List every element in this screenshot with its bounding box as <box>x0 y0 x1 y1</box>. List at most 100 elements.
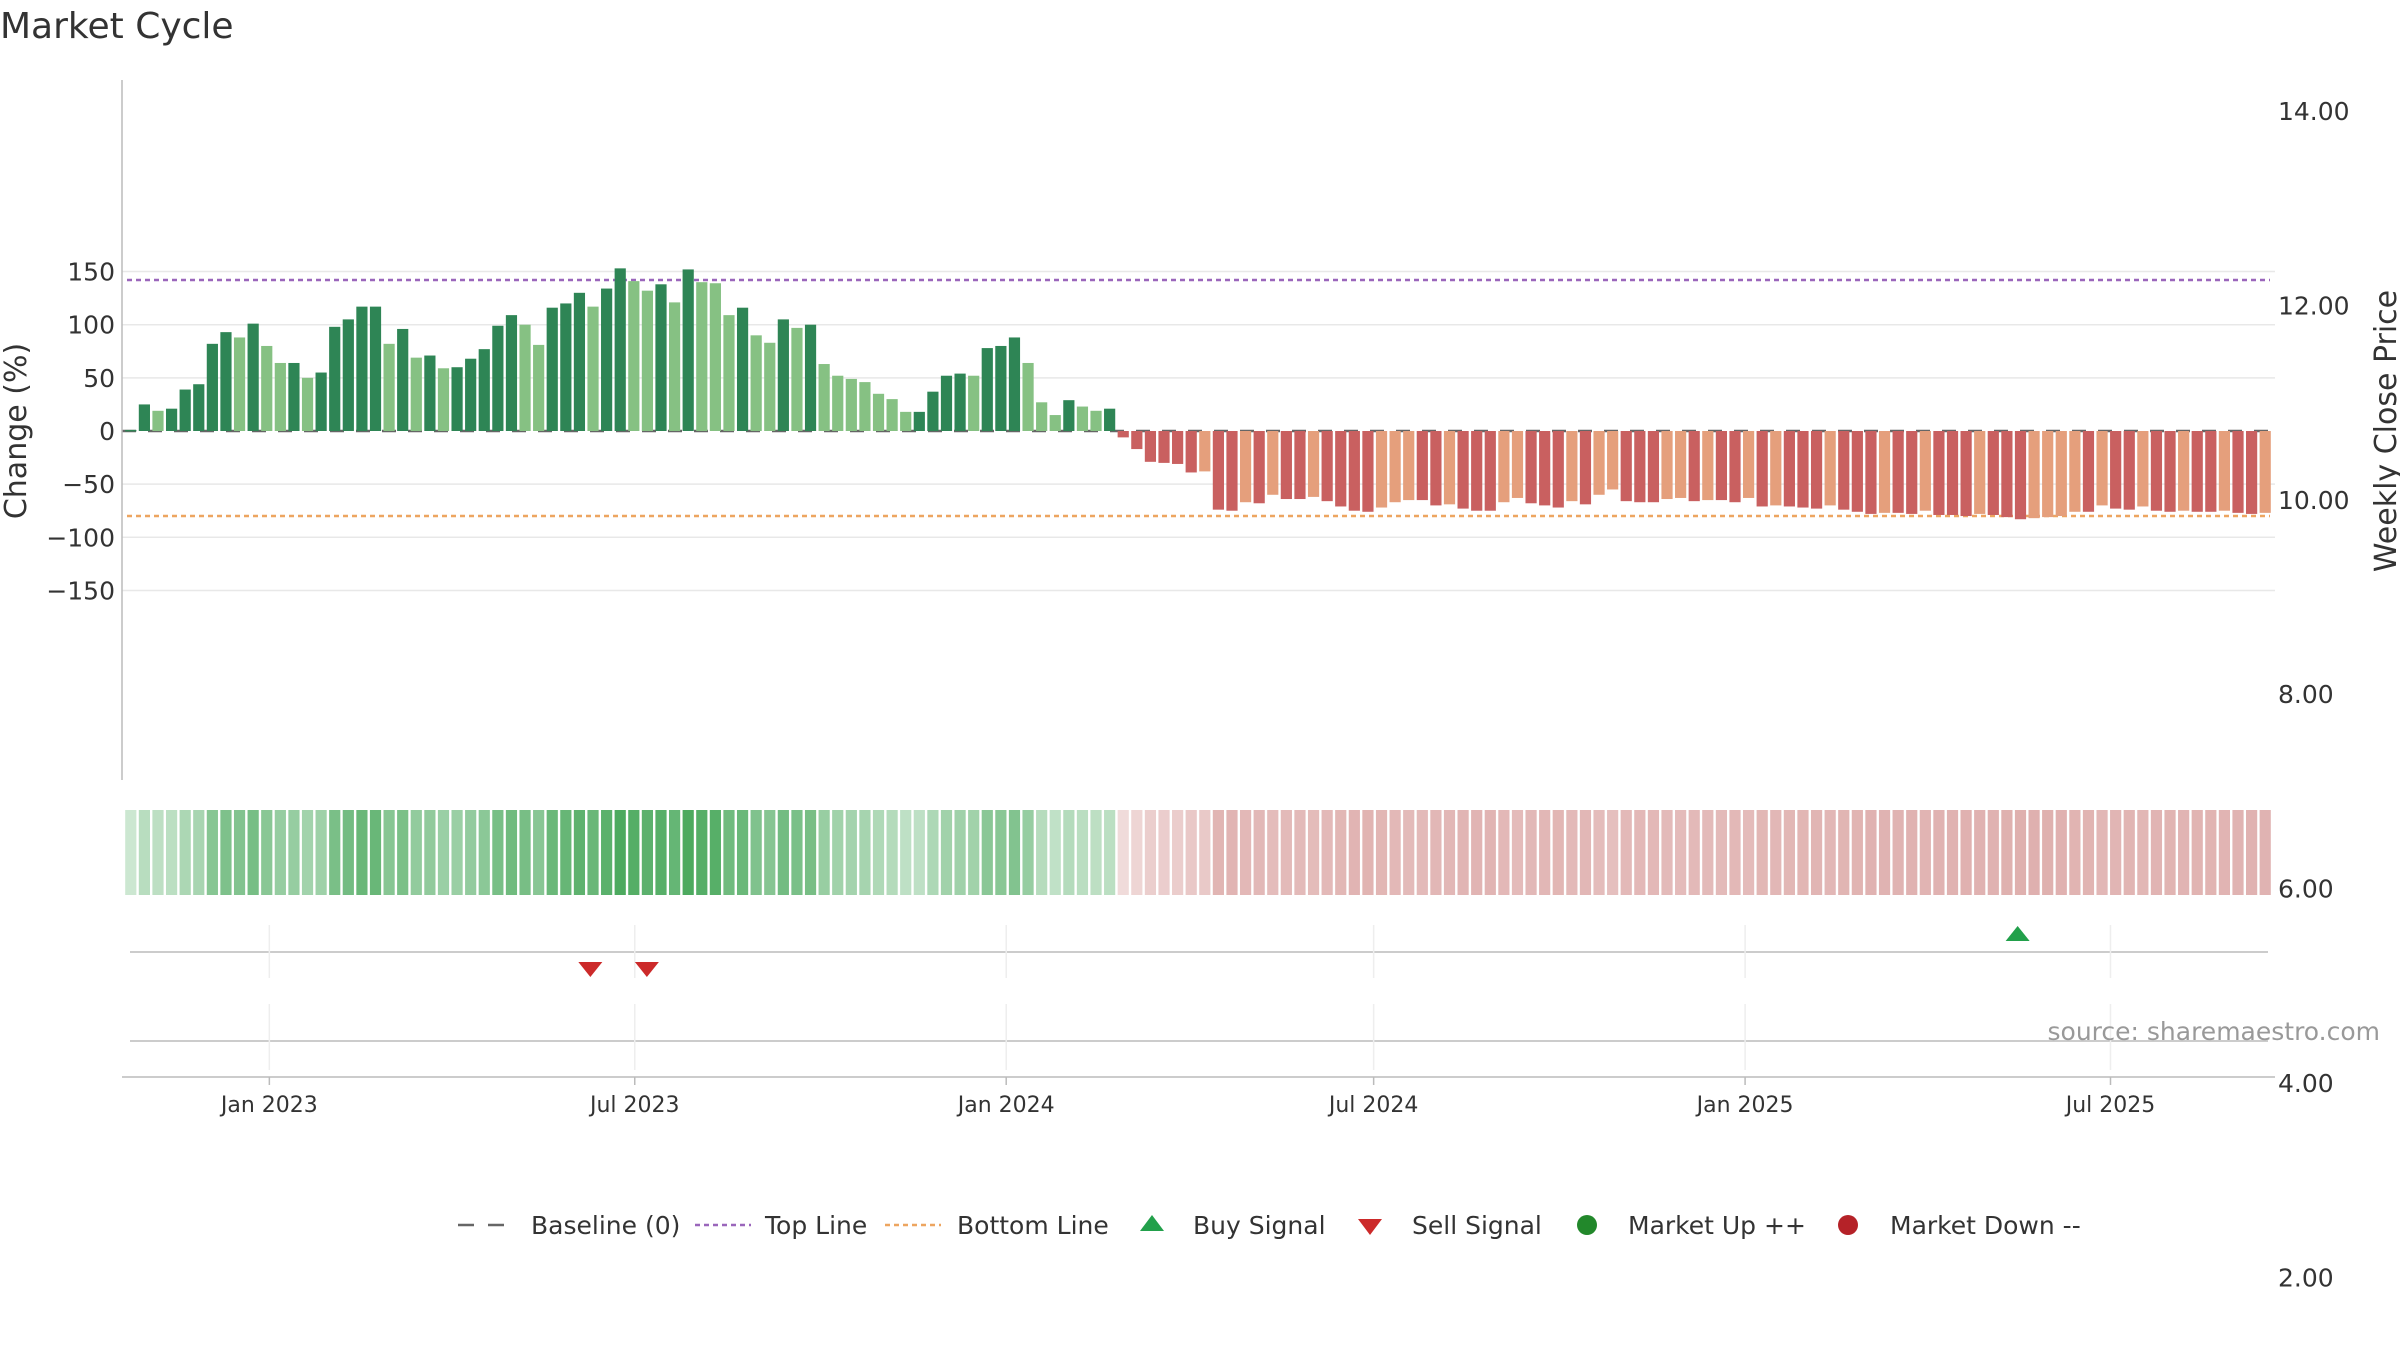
heatmap-cell <box>193 810 205 895</box>
bar <box>1797 431 1809 508</box>
heatmap-cell <box>1158 810 1170 895</box>
bar <box>1008 337 1021 431</box>
heatmap-cell <box>601 810 613 895</box>
heatmap-cell <box>1675 810 1687 895</box>
bar <box>505 315 518 431</box>
heatmap-cell <box>2014 810 2027 895</box>
bar <box>1539 431 1551 506</box>
heatmap-cell <box>2069 810 2081 895</box>
heatmap-cell <box>1919 810 1931 895</box>
bar <box>465 358 477 431</box>
heatmap-cell <box>1865 810 1877 895</box>
bar <box>152 410 164 431</box>
heatmap-cell <box>886 810 898 895</box>
bar <box>1688 431 1700 502</box>
bar <box>179 389 191 431</box>
heatmap-cell <box>913 810 925 895</box>
y2-tick-label: 4.00 <box>2278 1069 2334 1098</box>
heatmap-cell <box>1090 810 1102 895</box>
heatmap-cell <box>1824 810 1836 895</box>
heatmap-cell <box>1892 810 1904 895</box>
signal-panel <box>130 925 2268 1070</box>
heatmap-cell <box>1729 810 1741 895</box>
bar <box>1892 431 1904 513</box>
bar <box>1185 431 1197 473</box>
bar <box>1770 431 1782 506</box>
axes: 150 100 50 0 −50 −100 −150 14.00 12.00 10.00 8.00 6… <box>46 80 2350 1292</box>
heatmap-cell <box>451 810 463 895</box>
heatmap-cell <box>1620 810 1632 895</box>
heatmap-cell <box>1566 810 1578 895</box>
bar <box>1457 431 1469 509</box>
bar <box>655 284 667 431</box>
bar <box>165 408 178 431</box>
bar <box>233 337 246 431</box>
heatmap-cell <box>1607 810 1619 895</box>
bar <box>2082 431 2095 512</box>
bar <box>1253 431 1265 504</box>
bar <box>1158 431 1170 463</box>
heatmap-cell <box>1117 810 1129 895</box>
legend-label: Bottom Line <box>957 1211 1109 1240</box>
heatmap-cell <box>397 810 409 895</box>
heatmap-cell <box>573 810 586 895</box>
heatmap-cell <box>1348 810 1360 895</box>
bar <box>1675 431 1687 498</box>
bar <box>1756 431 1768 507</box>
heatmap-cell <box>832 810 844 895</box>
heatmap-cell <box>696 810 708 895</box>
heatmap-cell <box>668 810 681 895</box>
heatmap-cell <box>152 810 164 895</box>
heatmap-cell <box>1389 810 1401 895</box>
bar <box>315 372 327 431</box>
heatmap-cell <box>1416 810 1428 895</box>
heatmap-cell <box>410 810 422 895</box>
bar <box>329 326 341 431</box>
bar <box>2028 431 2040 519</box>
bar <box>274 362 286 431</box>
heatmap-cell <box>1375 810 1388 895</box>
bar <box>451 367 463 431</box>
heatmap-cell <box>1783 810 1795 895</box>
y2-tick-label: 8.00 <box>2278 680 2334 709</box>
heatmap-cell <box>1661 810 1673 895</box>
bar <box>1933 431 1945 515</box>
bar <box>954 373 966 431</box>
bar <box>560 303 572 431</box>
heatmap-cell <box>356 810 368 895</box>
bar <box>369 306 382 431</box>
heatmap-cell <box>1307 810 1320 895</box>
bar <box>2096 431 2108 506</box>
legend-label: Top Line <box>764 1211 867 1240</box>
bar <box>709 283 721 431</box>
y-tick-label: −100 <box>46 523 115 552</box>
heatmap-cell <box>1226 810 1238 895</box>
heatmap-cell <box>1702 810 1714 895</box>
heatmap-cell <box>900 810 912 895</box>
bar <box>1865 431 1877 514</box>
bar <box>723 315 735 431</box>
bar <box>1063 400 1075 431</box>
legend-label: Market Down -- <box>1890 1211 2081 1240</box>
bar <box>1634 431 1646 503</box>
bar <box>628 281 640 431</box>
heatmap-cell <box>1498 810 1510 895</box>
heatmap-cell <box>1199 810 1211 895</box>
bar <box>601 288 613 431</box>
heatmap-cell <box>2218 810 2231 895</box>
heatmap-cell <box>641 810 654 895</box>
heatmap-cell <box>1049 810 1061 895</box>
heatmap-cell <box>1742 810 1755 895</box>
heatmap-cell <box>1403 810 1415 895</box>
bar <box>437 368 450 431</box>
bar <box>1960 431 1972 517</box>
heatmap-cell <box>2205 810 2217 895</box>
sell-signal-marker <box>578 962 603 977</box>
legend-label: Sell Signal <box>1412 1211 1542 1240</box>
legend-label: Baseline (0) <box>531 1211 680 1240</box>
y2-tick-label: 14.00 <box>2278 97 2350 126</box>
bar <box>777 319 789 431</box>
heatmap-cell <box>2028 810 2040 895</box>
heatmap-cell <box>628 810 640 895</box>
